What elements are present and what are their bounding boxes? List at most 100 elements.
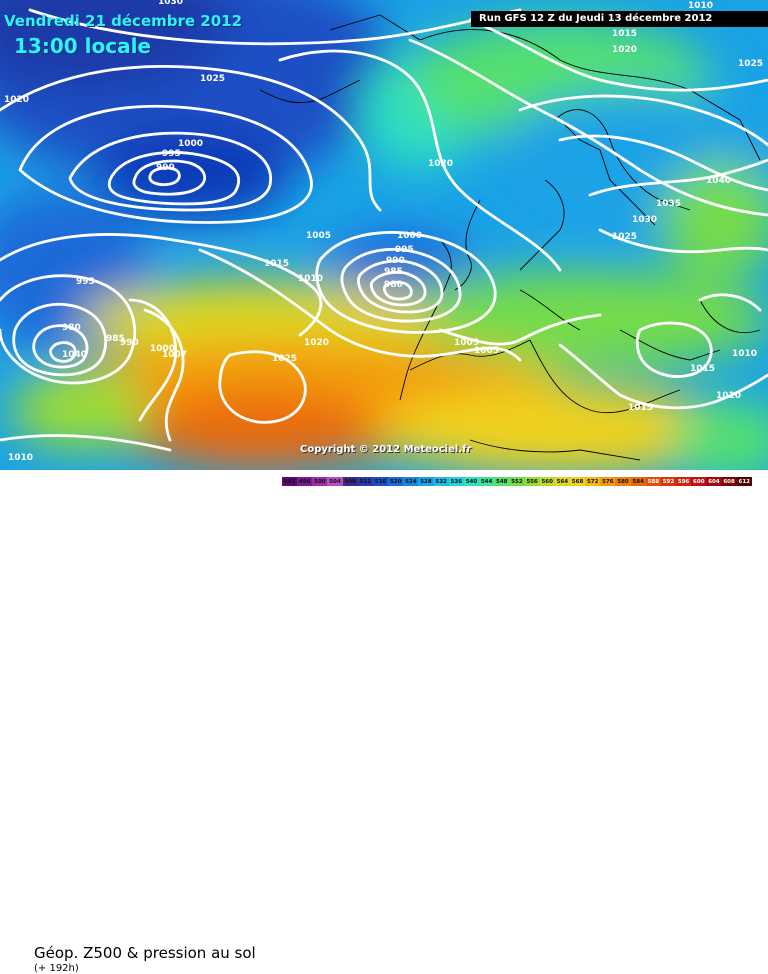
scale-swatch	[554, 477, 570, 486]
isobar-label: 1015	[628, 403, 653, 413]
scale-label: 528	[420, 479, 432, 485]
scale-label: 500	[314, 479, 326, 485]
scale-swatch	[494, 477, 510, 486]
isobar-label: 995	[76, 277, 95, 287]
weather-map: 1030 1020 1025 1020 1015 1010 1025 1000 …	[0, 0, 768, 470]
scale-swatch	[585, 477, 601, 486]
scale-swatch	[297, 477, 313, 486]
isobar-label: 1005	[306, 231, 331, 241]
scale-label: 600	[693, 479, 705, 485]
scale-swatch	[600, 477, 616, 486]
isobar-label: 990	[120, 338, 139, 348]
scale-label: 552	[511, 479, 523, 485]
scale-label: 596	[677, 479, 690, 485]
copyright-notice: Copyright © 2012 Meteociel.fr	[300, 444, 472, 455]
forecast-date: Vendredi 21 décembre 2012	[4, 12, 243, 30]
forecast-time: 13:00 locale	[14, 34, 151, 58]
isobar-label: 1015	[264, 259, 289, 269]
scale-swatch	[342, 477, 358, 486]
scale-label: 540	[465, 479, 478, 485]
scale-swatch	[660, 477, 677, 486]
isobar-label: 1020	[428, 159, 453, 169]
scale-label: 508	[344, 479, 356, 485]
isobar-label: 1007	[162, 350, 187, 360]
isobar-label: 1025	[612, 232, 637, 242]
scale-label: 524	[405, 479, 417, 485]
isobar-label: 1015	[690, 364, 715, 374]
scale-swatch	[509, 477, 525, 486]
isobar-label: 1025	[272, 354, 297, 364]
product-title: Géop. Z500 & pression au sol	[34, 944, 256, 962]
isobars	[0, 8, 768, 452]
color-scale-labels: 492 496 500 504 508 512 516 520 524 528 532 536 540 5…	[282, 478, 752, 487]
isobar-label: 1005	[474, 346, 499, 356]
isobar-label: 995	[162, 149, 181, 159]
scale-swatch	[676, 477, 692, 486]
scale-swatch	[448, 477, 464, 486]
isobar-label: 985	[384, 267, 403, 277]
scale-label: 580	[617, 479, 629, 485]
isobar-label: 1030	[632, 215, 657, 225]
coastlines	[259, 14, 761, 461]
model-run-label: Run GFS 12 Z du Jeudi 13 décembre 2012	[471, 11, 768, 27]
scale-swatch	[357, 477, 373, 486]
isobar-label: 985	[106, 334, 125, 344]
scale-swatch	[524, 477, 540, 486]
isobar-label: 1000	[397, 231, 422, 241]
isobar-label: 1010	[8, 453, 33, 463]
isobar-label: 980	[62, 323, 81, 333]
isobar-label: 980	[384, 280, 403, 290]
scale-label: 568	[571, 479, 584, 485]
isobar-label: 1000	[150, 344, 175, 354]
scale-swatch	[372, 477, 389, 486]
isobar-label: 1000	[178, 139, 203, 149]
isobar-label: 1020	[4, 95, 29, 105]
isobar-labels: 1030 1020 1025 1020 1015 1010 1025 1000 …	[4, 0, 763, 463]
scale-swatch	[327, 477, 343, 486]
scale-label: 572	[586, 479, 599, 485]
color-scale-bar	[282, 477, 752, 486]
scale-label: 548	[496, 479, 508, 485]
isobar-label: 1015	[612, 29, 637, 39]
scale-label: 584	[632, 479, 644, 485]
scale-swatch	[479, 477, 495, 486]
isobar-label: 1030	[158, 0, 183, 7]
isobar-label: 1020	[612, 45, 637, 55]
scale-label: 556	[526, 479, 538, 485]
scale-swatch	[630, 477, 646, 486]
isobar-label: 1025	[738, 59, 763, 69]
scale-swatch	[388, 477, 404, 486]
isobar-label: 1040	[62, 350, 87, 360]
isobar-label: 1025	[200, 74, 225, 84]
scale-label: 492	[283, 479, 296, 485]
scale-label: 504	[329, 479, 341, 485]
scale-swatch	[736, 477, 752, 486]
scale-label: 604	[708, 479, 720, 485]
scale-swatch	[463, 477, 480, 486]
scale-label: 564	[556, 479, 569, 485]
scale-label: 576	[602, 479, 614, 485]
isobar-label: 990	[156, 163, 175, 173]
scale-label: 496	[298, 479, 311, 485]
isobar-label: 1010	[688, 1, 713, 11]
isobar-label: 990	[386, 256, 405, 266]
scale-label: 512	[359, 479, 372, 485]
scale-swatch	[403, 477, 419, 486]
isobar-label: 1005	[454, 338, 479, 348]
scale-swatch	[721, 477, 737, 486]
isobar-label: 1010	[298, 274, 323, 284]
scale-swatch	[282, 477, 298, 486]
isobar-label: 1010	[732, 349, 757, 359]
scale-swatch	[312, 477, 328, 486]
scale-label: 532	[435, 479, 447, 485]
isobar-label: 1020	[304, 338, 329, 348]
isobar-label: 1010	[716, 391, 741, 401]
scale-label: 516	[374, 479, 387, 485]
scale-label: 612	[738, 479, 750, 485]
scale-label: 520	[389, 479, 402, 485]
scale-swatch	[418, 477, 434, 486]
scale-label: 588	[647, 479, 660, 485]
lead-time: (+ 192h)	[34, 963, 79, 974]
scale-swatch	[539, 477, 555, 486]
